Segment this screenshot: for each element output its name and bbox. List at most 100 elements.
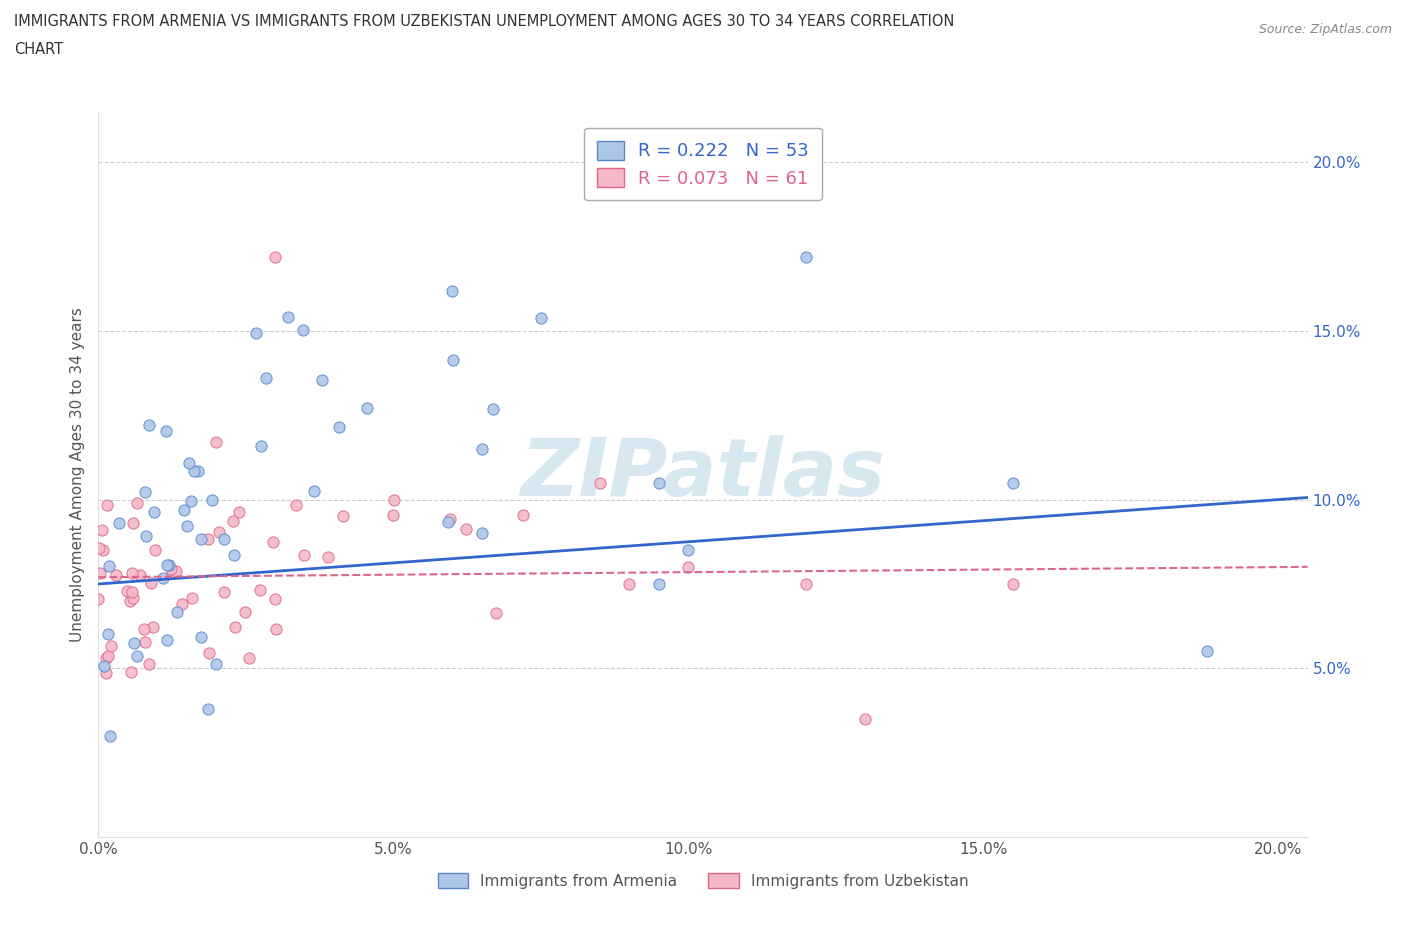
Point bbox=[139, 576, 162, 591]
Point bbox=[678, 543, 700, 558]
Point bbox=[454, 522, 477, 537]
Point bbox=[332, 509, 354, 524]
Point bbox=[794, 249, 817, 264]
Point bbox=[212, 531, 235, 546]
Point bbox=[648, 577, 671, 591]
Y-axis label: Unemployment Among Ages 30 to 34 years: Unemployment Among Ages 30 to 34 years bbox=[69, 307, 84, 642]
Point bbox=[471, 525, 494, 540]
Point bbox=[264, 622, 287, 637]
Point bbox=[648, 475, 671, 490]
Point bbox=[121, 516, 143, 531]
Point bbox=[180, 494, 202, 509]
Point bbox=[441, 352, 464, 367]
Point bbox=[292, 548, 315, 563]
Point bbox=[93, 658, 115, 673]
Point bbox=[1001, 577, 1024, 591]
Point bbox=[89, 540, 111, 555]
Point bbox=[485, 605, 508, 620]
Point bbox=[96, 498, 118, 512]
Point bbox=[166, 604, 188, 619]
Point bbox=[138, 418, 160, 433]
Point bbox=[263, 591, 285, 606]
Point bbox=[121, 665, 143, 680]
Point bbox=[382, 508, 405, 523]
Point bbox=[91, 523, 114, 538]
Point bbox=[97, 649, 120, 664]
Point bbox=[222, 548, 245, 563]
Point bbox=[250, 438, 273, 453]
Point bbox=[125, 495, 148, 510]
Point bbox=[262, 535, 284, 550]
Point bbox=[316, 550, 339, 565]
Point bbox=[512, 507, 534, 522]
Point bbox=[134, 634, 156, 649]
Text: Source: ZipAtlas.com: Source: ZipAtlas.com bbox=[1258, 23, 1392, 36]
Point bbox=[108, 515, 131, 530]
Point bbox=[122, 636, 145, 651]
Point bbox=[228, 505, 250, 520]
Point bbox=[104, 567, 127, 582]
Point bbox=[436, 514, 458, 529]
Point bbox=[589, 475, 612, 490]
Point bbox=[121, 565, 143, 580]
Point bbox=[134, 485, 156, 499]
Text: IMMIGRANTS FROM ARMENIA VS IMMIGRANTS FROM UZBEKISTAN UNEMPLOYMENT AMONG AGES 30: IMMIGRANTS FROM ARMENIA VS IMMIGRANTS FR… bbox=[14, 14, 955, 29]
Point bbox=[94, 651, 117, 666]
Point bbox=[97, 626, 120, 641]
Point bbox=[794, 577, 817, 591]
Text: CHART: CHART bbox=[14, 42, 63, 57]
Point bbox=[143, 542, 166, 557]
Point bbox=[142, 619, 165, 634]
Point bbox=[138, 657, 160, 671]
Point bbox=[120, 593, 142, 608]
Point bbox=[121, 584, 143, 599]
Point bbox=[98, 558, 121, 573]
Point bbox=[190, 630, 212, 644]
Point bbox=[172, 597, 194, 612]
Point bbox=[197, 532, 219, 547]
Point bbox=[678, 560, 700, 575]
Point bbox=[328, 419, 350, 434]
Point bbox=[98, 728, 121, 743]
Point bbox=[471, 442, 494, 457]
Point bbox=[529, 311, 551, 325]
Text: ZIPatlas: ZIPatlas bbox=[520, 435, 886, 513]
Point bbox=[152, 570, 174, 585]
Point bbox=[87, 591, 110, 606]
Point bbox=[249, 582, 271, 597]
Point bbox=[201, 493, 224, 508]
Point bbox=[208, 525, 231, 539]
Point bbox=[650, 178, 672, 193]
Point bbox=[311, 373, 333, 388]
Point bbox=[238, 650, 260, 665]
Point bbox=[165, 564, 187, 578]
Point bbox=[187, 463, 209, 478]
Point bbox=[277, 310, 299, 325]
Point bbox=[100, 639, 122, 654]
Point bbox=[89, 565, 111, 580]
Point bbox=[173, 502, 195, 517]
Point bbox=[224, 619, 246, 634]
Point bbox=[1001, 475, 1024, 490]
Point bbox=[254, 370, 277, 385]
Point bbox=[285, 498, 308, 512]
Point bbox=[156, 632, 179, 647]
Point bbox=[132, 622, 155, 637]
Point bbox=[214, 585, 236, 600]
Point bbox=[204, 657, 226, 671]
Point bbox=[382, 492, 405, 507]
Point bbox=[129, 567, 152, 582]
Point bbox=[304, 484, 326, 498]
Point bbox=[96, 666, 118, 681]
Point bbox=[198, 646, 221, 661]
Point bbox=[156, 557, 179, 572]
Point bbox=[439, 512, 461, 526]
Point bbox=[155, 424, 177, 439]
Point bbox=[117, 583, 139, 598]
Point bbox=[159, 562, 181, 577]
Point bbox=[356, 401, 378, 416]
Point bbox=[143, 505, 166, 520]
Point bbox=[125, 648, 148, 663]
Point bbox=[183, 464, 205, 479]
Point bbox=[176, 519, 198, 534]
